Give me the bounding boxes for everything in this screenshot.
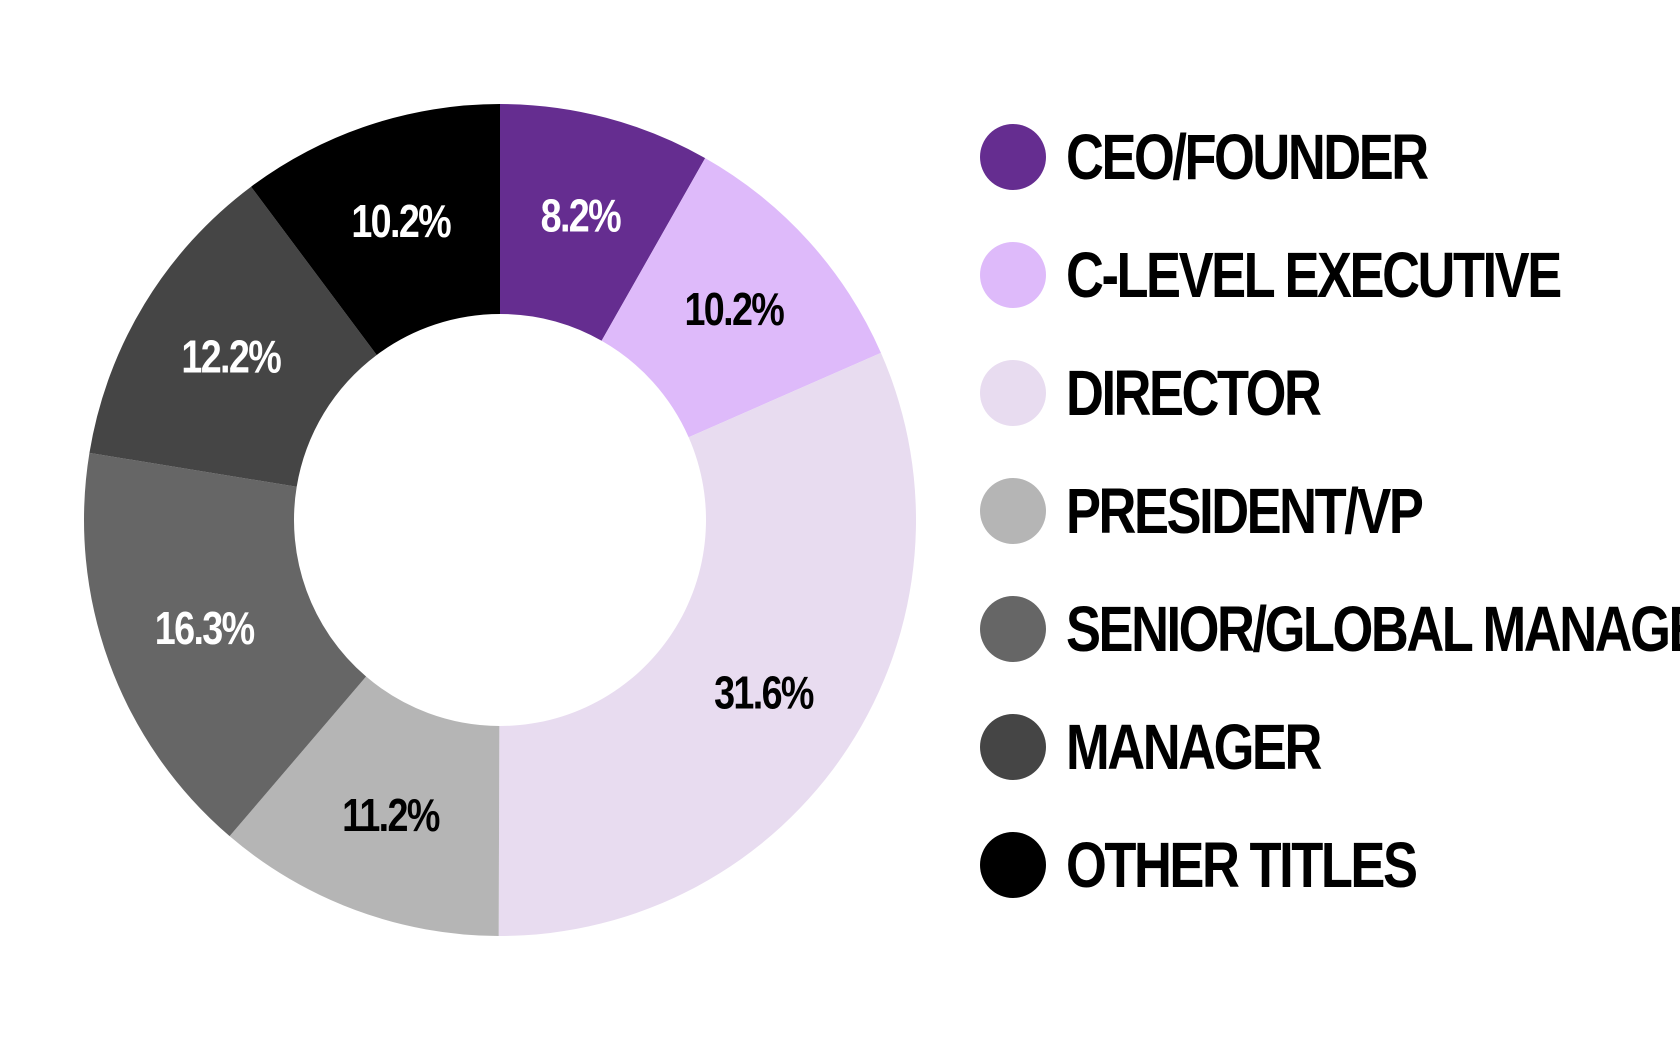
legend-item-president-vp: PRESIDENT/VP — [980, 452, 1660, 570]
value-label-manager: 12.2% — [181, 331, 281, 382]
legend-swatch-other-titles — [980, 832, 1046, 898]
legend-swatch-c-level-executive — [980, 242, 1046, 308]
legend-label-manager: MANAGER — [1066, 711, 1322, 783]
value-label-c-level-executive: 10.2% — [684, 283, 784, 334]
legend-item-senior-global-manager: SENIOR/GLOBAL MANAGER — [980, 570, 1680, 688]
donut-chart: 8.2% 10.2% 31.6% 11.2% 16.3% 12.2% 10.2% — [83, 104, 916, 936]
legend-label-c-level-executive: C-LEVEL EXECUTIVE — [1066, 239, 1562, 311]
slice-other-titles — [251, 104, 500, 355]
value-label-other-titles: 10.2% — [351, 195, 451, 246]
legend-item-director: DIRECTOR — [980, 334, 1660, 452]
legend-label-president-vp: PRESIDENT/VP — [1066, 475, 1424, 547]
legend-label-director: DIRECTOR — [1066, 357, 1322, 429]
donut-value-labels: 8.2% 10.2% 31.6% 11.2% 16.3% 12.2% 10.2% — [155, 190, 816, 841]
slice-senior-global-manager — [83, 452, 367, 837]
slice-president-vp — [229, 676, 500, 936]
legend-label-ceo-founder: CEO/FOUNDER — [1066, 121, 1429, 193]
legend-item-ceo-founder: CEO/FOUNDER — [980, 98, 1660, 216]
donut-slices — [83, 104, 916, 936]
value-label-director: 31.6% — [714, 667, 814, 718]
chart-legend: CEO/FOUNDER C-LEVEL EXECUTIVE DIRECTOR P… — [980, 98, 1680, 924]
legend-label-senior-global-manager: SENIOR/GLOBAL MANAGER — [1066, 593, 1680, 665]
value-label-president-vp: 11.2% — [342, 790, 440, 841]
slice-ceo-founder — [500, 104, 706, 341]
slice-c-level-executive — [601, 158, 881, 438]
legend-swatch-senior-global-manager — [980, 596, 1046, 662]
legend-item-c-level-executive: C-LEVEL EXECUTIVE — [980, 216, 1660, 334]
value-label-ceo-founder: 8.2% — [541, 190, 622, 241]
legend-swatch-manager — [980, 714, 1046, 780]
legend-swatch-president-vp — [980, 478, 1046, 544]
slice-manager — [89, 186, 377, 487]
slice-director — [498, 352, 916, 936]
legend-item-manager: MANAGER — [980, 688, 1660, 806]
legend-item-other-titles: OTHER TITLES — [980, 806, 1660, 924]
legend-label-other-titles: OTHER TITLES — [1066, 829, 1418, 901]
value-label-senior-global-manager: 16.3% — [155, 603, 255, 654]
legend-swatch-ceo-founder — [980, 124, 1046, 190]
legend-swatch-director — [980, 360, 1046, 426]
